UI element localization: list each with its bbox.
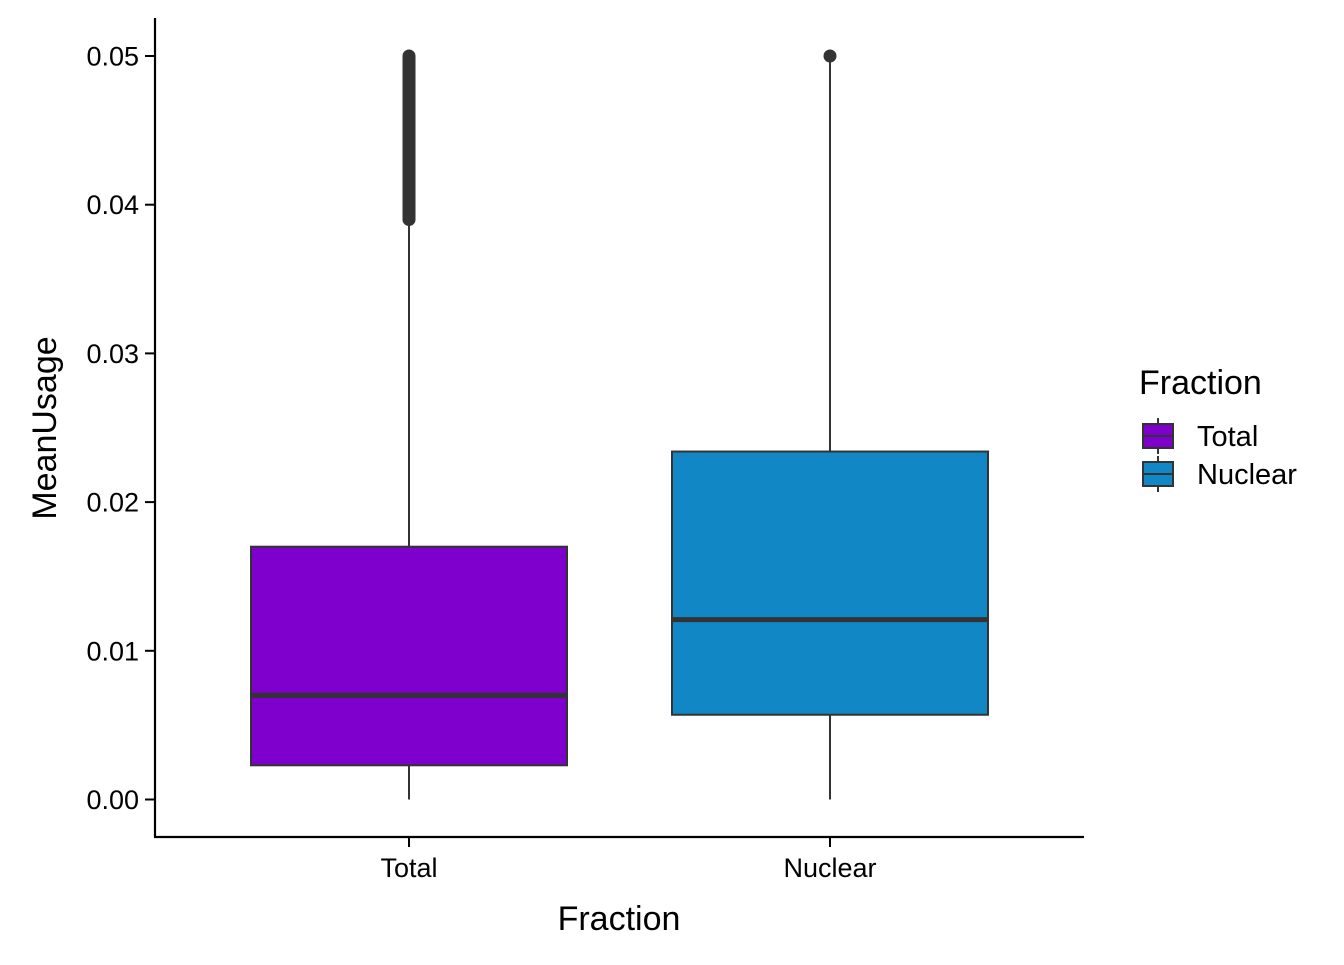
x-tick-label: Total <box>380 853 437 883</box>
outlier-point <box>823 49 837 63</box>
legend: Fraction Total Nuclear <box>1139 364 1297 492</box>
y-tick-label: 0.03 <box>86 339 139 369</box>
legend-title: Fraction <box>1139 364 1262 402</box>
box-nuclear <box>671 450 989 716</box>
x-tick-label: Nuclear <box>783 853 876 883</box>
box-total <box>250 545 568 767</box>
plot-area <box>250 49 989 800</box>
x-axis-title: Fraction <box>558 900 681 938</box>
y-tick-label: 0.02 <box>86 488 139 518</box>
legend-label: Total <box>1197 421 1258 453</box>
y-tick-label: 0.05 <box>86 42 139 72</box>
y-tick-label: 0.01 <box>86 636 139 666</box>
y-axis-title: MeanUsage <box>26 336 64 519</box>
y-axis-ticks: 0.00 0.01 0.02 0.03 0.04 0.05 <box>86 42 155 815</box>
x-axis-ticks: Total Nuclear <box>380 837 877 883</box>
legend-label: Nuclear <box>1197 459 1297 491</box>
y-tick-label: 0.00 <box>86 785 139 815</box>
y-tick-label: 0.04 <box>86 190 139 220</box>
